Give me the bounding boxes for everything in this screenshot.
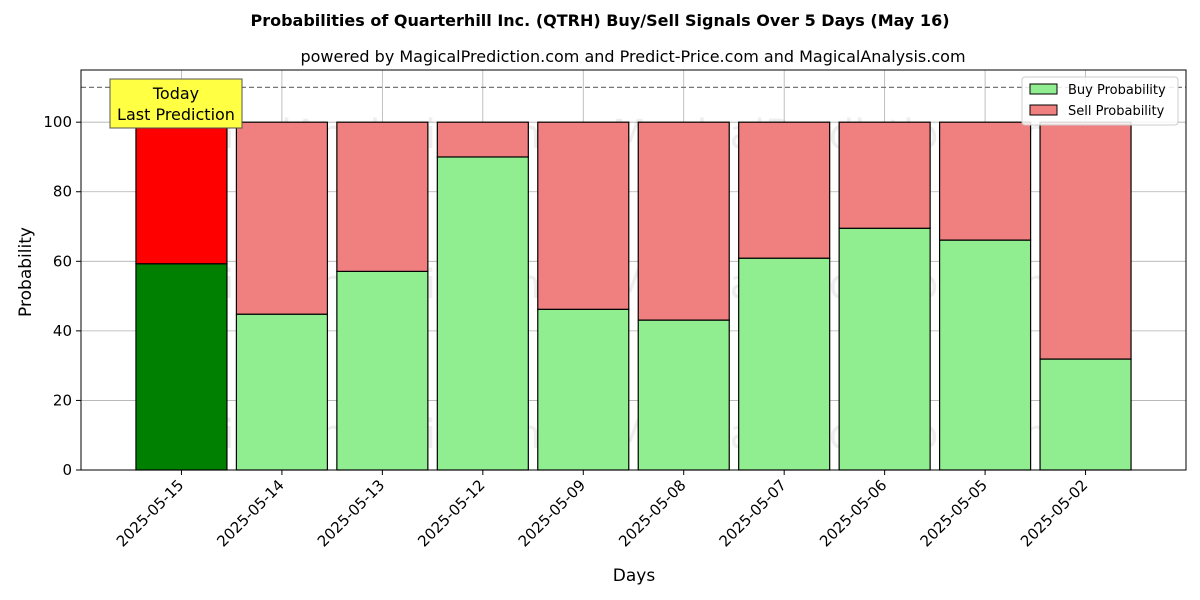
bar-buy-2025-05-15 <box>135 263 228 471</box>
bar-buy-2025-05-05 <box>938 239 1032 471</box>
x-axis-label: Days <box>613 566 656 586</box>
y-tick-label: 20 <box>53 391 72 409</box>
x-tick-label: 2025-05-12 <box>414 476 488 550</box>
today-annotation: Today Last Prediction <box>109 78 243 129</box>
x-tick-label: 2025-05-09 <box>515 476 589 550</box>
bar-buy-2025-05-02 <box>1039 358 1132 471</box>
legend-swatch <box>1029 83 1058 95</box>
legend-box <box>1021 76 1179 126</box>
x-tick-label: 2025-05-08 <box>615 476 689 550</box>
x-tick-label: 2025-05-05 <box>917 476 991 550</box>
bar-sell-2025-05-02 <box>1039 121 1132 360</box>
bar-sell-2025-05-06 <box>838 121 931 229</box>
bar-buy-2025-05-14 <box>235 313 329 471</box>
x-tick-label: 2025-05-07 <box>716 476 790 550</box>
x-tick-label: 2025-05-06 <box>816 476 890 550</box>
y-axis-label: Probability <box>16 227 36 317</box>
legend-label: Buy Probability <box>1068 83 1166 98</box>
x-tick-label: 2025-05-02 <box>1017 476 1091 550</box>
bar-sell-2025-05-05 <box>938 121 1032 241</box>
today-box <box>109 78 243 129</box>
bars <box>81 86 1186 471</box>
bar-sell-2025-05-08 <box>637 121 730 321</box>
chart-subtitle: powered by MagicalPrediction.com and Pre… <box>300 47 965 66</box>
legend: Buy Probability Sell Probability <box>1021 76 1179 126</box>
bar-sell-2025-05-09 <box>537 121 630 310</box>
legend-swatch <box>1029 104 1058 116</box>
bar-buy-2025-05-07 <box>738 257 831 471</box>
y-tick-label: 0 <box>62 461 72 479</box>
bar-buy-2025-05-06 <box>838 227 931 471</box>
bar-buy-2025-05-13 <box>336 270 429 471</box>
today-annotation-text: Today <box>152 84 199 103</box>
legend-label: Sell Probability <box>1068 104 1165 119</box>
y-tick-label: 80 <box>53 183 72 201</box>
bar-sell-2025-05-13 <box>336 121 429 272</box>
y-tick-label: 100 <box>43 113 72 131</box>
bar-buy-2025-05-09 <box>537 308 630 471</box>
bar-sell-2025-05-14 <box>235 121 329 315</box>
bar-buy-2025-05-12 <box>436 156 529 471</box>
x-tick-label: 2025-05-13 <box>314 476 388 550</box>
plot-frame <box>80 69 1187 471</box>
bar-buy-2025-05-08 <box>637 319 730 471</box>
x-tick-label: 2025-05-14 <box>213 476 287 550</box>
bar-sell-2025-05-15 <box>135 121 228 265</box>
bar-sell-2025-05-12 <box>436 121 529 158</box>
y-tick-label: 60 <box>53 252 72 270</box>
today-annotation-text: Last Prediction <box>117 105 235 124</box>
bar-sell-2025-05-07 <box>738 121 831 259</box>
x-tick-label: 2025-05-15 <box>113 476 187 550</box>
chart-title: Probabilities of Quarterhill Inc. (QTRH)… <box>250 11 949 30</box>
y-tick-label: 40 <box>53 322 72 340</box>
